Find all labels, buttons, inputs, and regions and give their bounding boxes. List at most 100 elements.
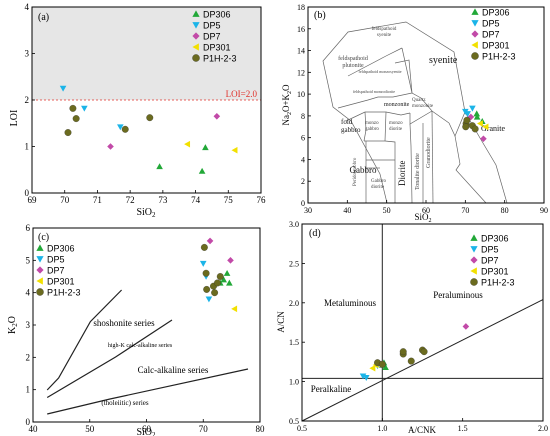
y-tick-label: 3 <box>26 320 31 330</box>
panel-b-label: (b) <box>314 10 326 21</box>
tas-field-boundaries <box>322 21 508 204</box>
svg-text:Tonalite diorite: Tonalite diorite <box>415 153 421 190</box>
x-tick-label: 2.0 <box>538 424 548 433</box>
legend-marker-dp7 <box>470 256 478 264</box>
legend-label: P1H-2-3 <box>203 54 237 64</box>
legend-marker-dp306 <box>470 234 478 241</box>
legend-marker-dp5 <box>192 22 200 29</box>
data-point-p1h-2-3 <box>420 348 428 356</box>
panel-b-ylabel: Na2O+K2O <box>281 84 293 126</box>
y-tick-label: 0 <box>26 417 31 427</box>
x-tick-label: 70 <box>461 206 469 215</box>
legend-label: DP306 <box>47 244 75 254</box>
data-point-dp306 <box>226 279 233 286</box>
legend-label: DP301 <box>203 43 231 53</box>
data-point-p1h-2-3 <box>213 279 221 287</box>
svg-text:Gabbro: Gabbro <box>350 165 377 175</box>
y-tick-label: 2 <box>26 352 31 362</box>
svg-text:Granite: Granite <box>481 124 505 133</box>
y-tick-label: 5 <box>26 255 31 265</box>
data-point-dp5 <box>359 373 367 380</box>
x-tick-label: 74 <box>191 195 201 205</box>
x-tick-label: 80 <box>256 424 266 434</box>
aluminosity-boundaries <box>301 224 544 422</box>
legend-label: DP301 <box>482 41 510 51</box>
svg-text:monzonite: monzonite <box>384 102 410 108</box>
y-tick-label: 4 <box>25 2 30 12</box>
x-tick-label: 71 <box>93 195 102 205</box>
panel-c-ylabel: K2O <box>7 316 19 334</box>
legend-marker-p1h-2-3 <box>36 288 44 296</box>
y-tick-label: 4 <box>301 155 305 164</box>
legend-marker-dp306 <box>471 8 479 15</box>
data-point-p1h-2-3 <box>471 125 479 133</box>
legend-label: DP5 <box>482 19 500 29</box>
x-tick-label: 50 <box>383 206 391 215</box>
x-tick-label: 76 <box>257 195 267 205</box>
data-point-dp5 <box>205 296 213 303</box>
legend-marker-p1h-2-3 <box>192 54 200 62</box>
data-point-dp306 <box>198 167 206 174</box>
y-tick-label: 6 <box>301 134 305 143</box>
y-tick-label: 8 <box>301 112 305 121</box>
panel-b: feldspathoid syenite feldspathoid pluton… <box>281 3 548 224</box>
y-tick-label: 3 <box>25 49 30 59</box>
data-point-dp306 <box>223 269 231 276</box>
x-tick-label: 0.5 <box>297 424 307 433</box>
legend-label: DP306 <box>482 8 510 18</box>
x-tick-label: 60 <box>142 424 152 434</box>
y-tick-label: 3.0 <box>289 220 299 229</box>
data-point-dp7 <box>227 257 234 264</box>
data-point-dp5 <box>469 105 476 112</box>
data-point-dp301 <box>369 364 376 372</box>
x-tick-label: 1.5 <box>458 424 468 433</box>
legend-label: DP7 <box>481 256 499 266</box>
legend-marker-dp7 <box>471 30 479 38</box>
svg-text:Peralkaline: Peralkaline <box>311 384 351 394</box>
legend-label: DP7 <box>482 30 500 40</box>
legend-marker-dp7 <box>192 32 200 40</box>
data-point-p1h-2-3 <box>64 129 72 136</box>
legend-marker-dp301 <box>470 267 477 275</box>
data-point-dp301 <box>231 305 238 313</box>
loi-excluded-region <box>32 7 261 100</box>
legend-label: DP5 <box>47 255 65 265</box>
series-labels: shoshonite series high-K calc-alkaline s… <box>93 318 208 407</box>
svg-text:Calc-alkaline series: Calc-alkaline series <box>138 365 209 375</box>
legend-marker-dp301 <box>36 277 43 285</box>
svg-text:Granodiorite: Granodiorite <box>426 137 432 168</box>
legend-label: DP301 <box>481 267 509 277</box>
data-point-dp7 <box>462 323 470 330</box>
svg-text:diorite: diorite <box>389 127 403 132</box>
x-tick-label: 40 <box>343 206 351 215</box>
svg-text:monzo: monzo <box>389 121 403 126</box>
x-tick-label: 73 <box>158 195 168 205</box>
panel-a-xlabel: SiO2 <box>136 207 156 219</box>
data-point-p1h-2-3 <box>378 360 386 368</box>
y-tick-label: 6 <box>26 223 31 233</box>
legend-marker-dp7 <box>36 266 44 274</box>
y-tick-label: 12 <box>297 68 305 77</box>
x-tick-label: 80 <box>501 206 509 215</box>
data-point-dp5 <box>362 375 370 381</box>
data-point-dp5 <box>199 260 207 267</box>
data-point-dp5 <box>81 105 88 112</box>
data-point-p1h-2-3 <box>200 243 208 251</box>
data-point-dp5 <box>117 124 124 131</box>
data-point-dp301 <box>482 123 489 131</box>
svg-text:plutonite: plutonite <box>342 63 364 69</box>
aluminosity-field-labels: Metaluminous Peraluminous Peralkaline <box>311 290 483 394</box>
panel-d-label: (d) <box>309 228 321 239</box>
panel-c-label: (c) <box>38 232 49 243</box>
data-point-dp7 <box>213 112 221 120</box>
data-point-dp306 <box>473 110 481 117</box>
panel-a-label: (a) <box>38 12 49 23</box>
y-tick-label: 2.5 <box>289 259 299 268</box>
legend-marker-dp301 <box>471 41 478 49</box>
svg-text:gabbro: gabbro <box>365 127 379 132</box>
x-tick-label: 30 <box>304 206 312 215</box>
svg-text:feldspathoid monzodiorite: feldspathoid monzodiorite <box>353 89 395 94</box>
